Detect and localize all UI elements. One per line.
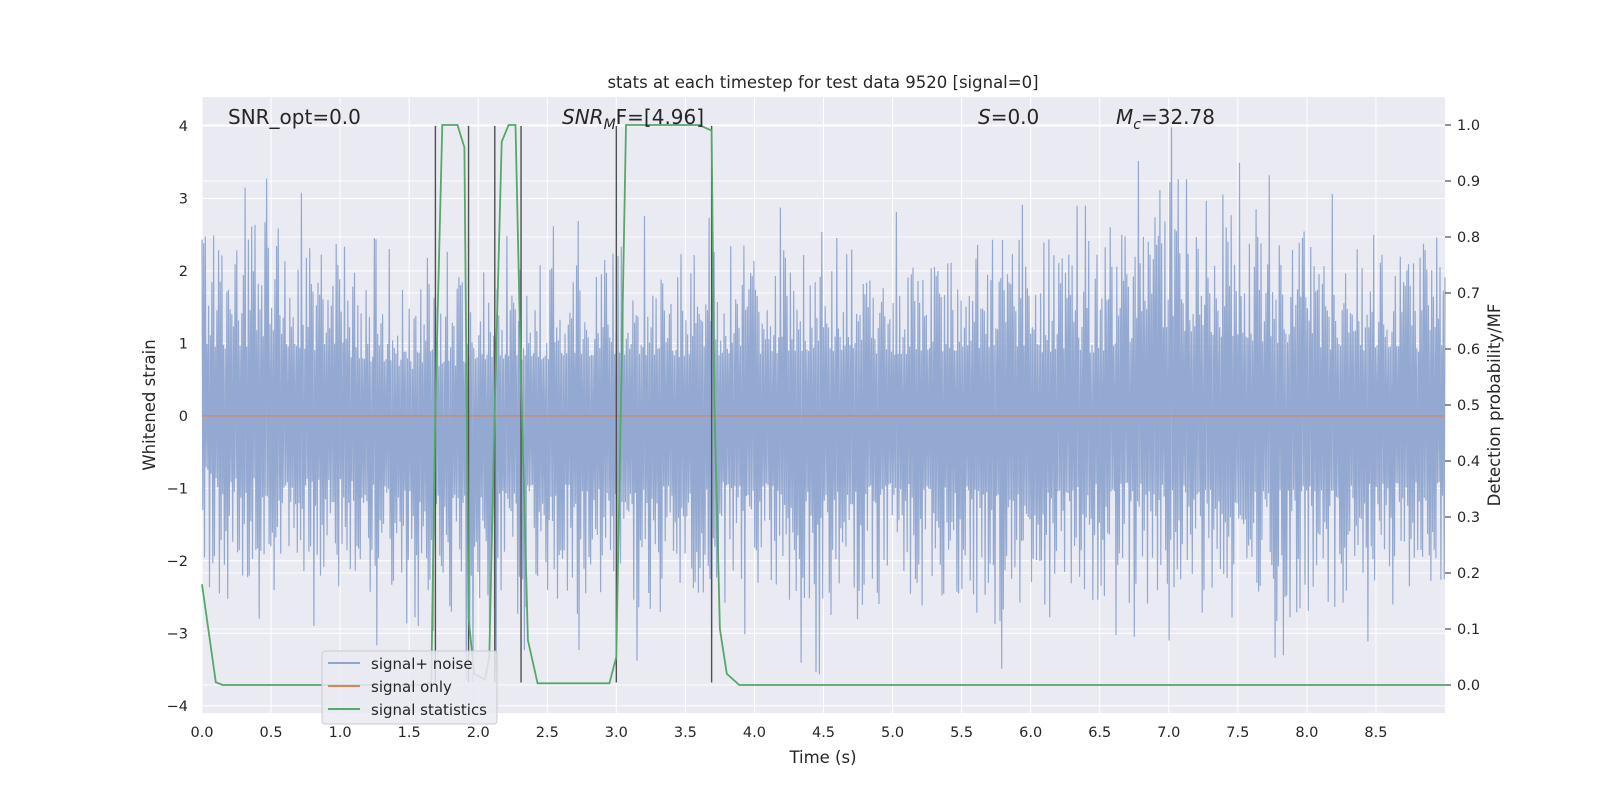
y2-tick-label: 0.3 xyxy=(1457,510,1480,526)
x-axis-label: Time (s) xyxy=(788,748,856,767)
y2-tick-label: 0.1 xyxy=(1457,622,1480,638)
x-tick-label: 0.0 xyxy=(190,725,213,741)
snr-mf-value: F=[4.96] xyxy=(616,105,704,129)
y2-tick-label: 1.0 xyxy=(1457,118,1480,134)
s-main: S xyxy=(978,105,991,129)
x-tick-label: 7.5 xyxy=(1226,725,1249,741)
noise-trace xyxy=(201,127,1446,683)
y-tick-label: 0 xyxy=(179,409,188,425)
y2-tick-label: 0.2 xyxy=(1457,566,1480,582)
y2-tick-label: 0.0 xyxy=(1457,678,1480,694)
legend: signal+ noise signal only signal statist… xyxy=(321,650,498,725)
x-tick-label: 4.0 xyxy=(743,725,766,741)
y-tick-labels-left: 4 3 2 1 0 −1 −2 −3 −4 xyxy=(167,119,188,715)
y2-tick-label: 0.4 xyxy=(1457,454,1480,470)
y-tick-label: −3 xyxy=(167,626,188,642)
y-tick-label: 4 xyxy=(179,119,188,135)
y2-tick-label: 0.8 xyxy=(1457,230,1480,246)
x-tick-label: 8.0 xyxy=(1295,725,1318,741)
series-signal-noise xyxy=(201,127,1446,683)
y-axis-label-right: Detection probability/MF xyxy=(1485,304,1504,507)
x-tick-label: 5.0 xyxy=(881,725,904,741)
y-tick-label: −4 xyxy=(167,699,188,715)
snr-opt-annotation: SNR_opt=0.0 xyxy=(228,105,361,129)
x-tick-label: 8.5 xyxy=(1364,725,1387,741)
y-tick-label: −2 xyxy=(167,554,188,570)
x-tick-label: 2.5 xyxy=(536,725,559,741)
x-tick-label: 7.0 xyxy=(1157,725,1180,741)
y-tick-label: 2 xyxy=(179,264,188,280)
x-tick-label: 0.5 xyxy=(260,725,283,741)
y2-tick-label: 0.9 xyxy=(1457,174,1480,190)
mc-annotation: Mc=32.78 xyxy=(1116,105,1215,133)
y-axis-label-left: Whitened strain xyxy=(140,339,159,470)
x-tick-label: 5.5 xyxy=(950,725,973,741)
y-tick-label: −1 xyxy=(167,481,188,497)
x-tick-label: 1.5 xyxy=(398,725,421,741)
y-tick-label: 1 xyxy=(179,336,188,352)
y-tick-labels-right: 1.0 0.9 0.8 0.7 0.6 0.5 0.4 0.3 0.2 0.1 0.0 xyxy=(1445,118,1480,694)
chart-title: stats at each timestep for test data 952… xyxy=(607,73,1038,92)
mc-value: =32.78 xyxy=(1141,105,1215,129)
x-tick-label: 6.5 xyxy=(1088,725,1111,741)
y2-tick-label: 0.7 xyxy=(1457,286,1480,302)
s-value: =0.0 xyxy=(991,105,1040,129)
x-tick-label: 3.0 xyxy=(605,725,628,741)
x-tick-label: 6.0 xyxy=(1019,725,1042,741)
x-tick-label: 1.0 xyxy=(329,725,352,741)
x-tick-labels: 0.0 0.5 1.0 1.5 2.0 2.5 3.0 3.5 4.0 4.5 5.0 5.5 6.0 6… xyxy=(190,725,1387,741)
legend-label-noise: signal+ noise xyxy=(371,655,473,673)
s-annotation: S=0.0 xyxy=(978,105,1039,129)
y2-tick-label: 0.5 xyxy=(1457,398,1480,414)
legend-label-signal-only: signal only xyxy=(371,678,452,696)
snr-mf-main: SNR xyxy=(562,105,604,129)
legend-label-statistics: signal statistics xyxy=(371,701,487,719)
y-tick-label: 3 xyxy=(179,191,188,207)
snr-mf-subscript: M xyxy=(604,117,616,133)
x-tick-label: 2.0 xyxy=(467,725,490,741)
mc-main: M xyxy=(1116,105,1133,129)
x-tick-label: 4.5 xyxy=(812,725,835,741)
legend-box xyxy=(321,650,498,725)
snr-mf-annotation: SNRMF=[4.96] xyxy=(562,105,704,133)
mc-subscript: c xyxy=(1133,117,1141,133)
x-tick-label: 3.5 xyxy=(674,725,697,741)
y2-tick-label: 0.6 xyxy=(1457,342,1480,358)
